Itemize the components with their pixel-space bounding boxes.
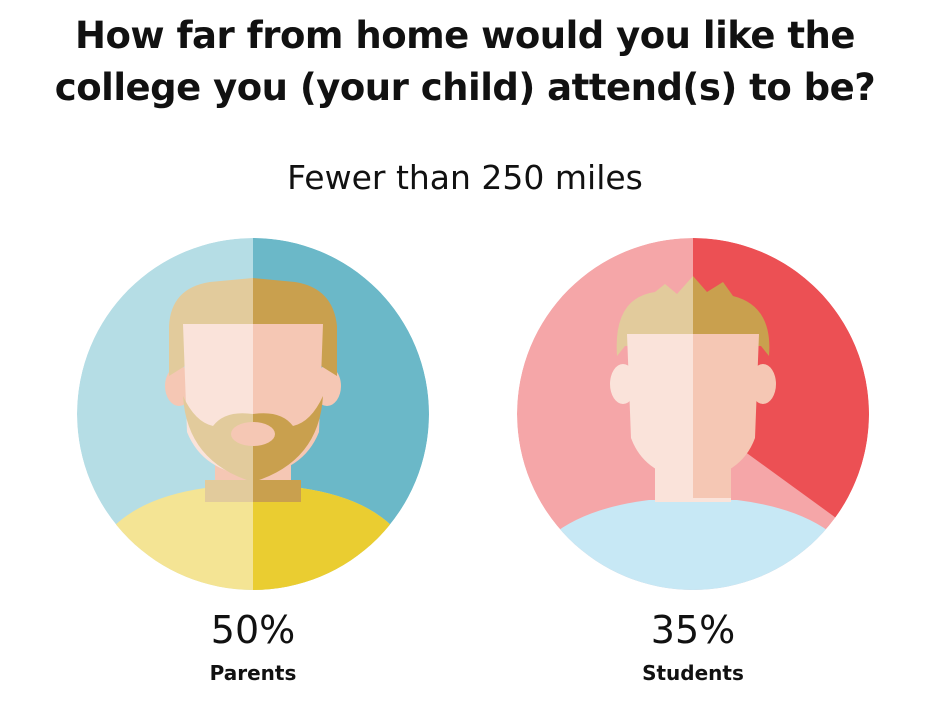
parents-pie-figure [77,238,429,590]
students-face [627,334,693,480]
students-series-label: Students [642,661,744,685]
chart-title: How far from home would you like the col… [0,10,930,114]
title-line-1: How far from home would you like the [75,14,855,57]
chart-subtitle: Fewer than 250 miles [287,158,643,197]
students-percent-label: 35% [650,608,736,652]
parents-beard [183,396,253,482]
title-line-2: college you (your child) attend(s) to be… [54,66,876,109]
parents-percent-label: 50% [210,608,296,652]
parents-series-label: Parents [209,661,297,685]
students-pie-figure [517,238,869,590]
